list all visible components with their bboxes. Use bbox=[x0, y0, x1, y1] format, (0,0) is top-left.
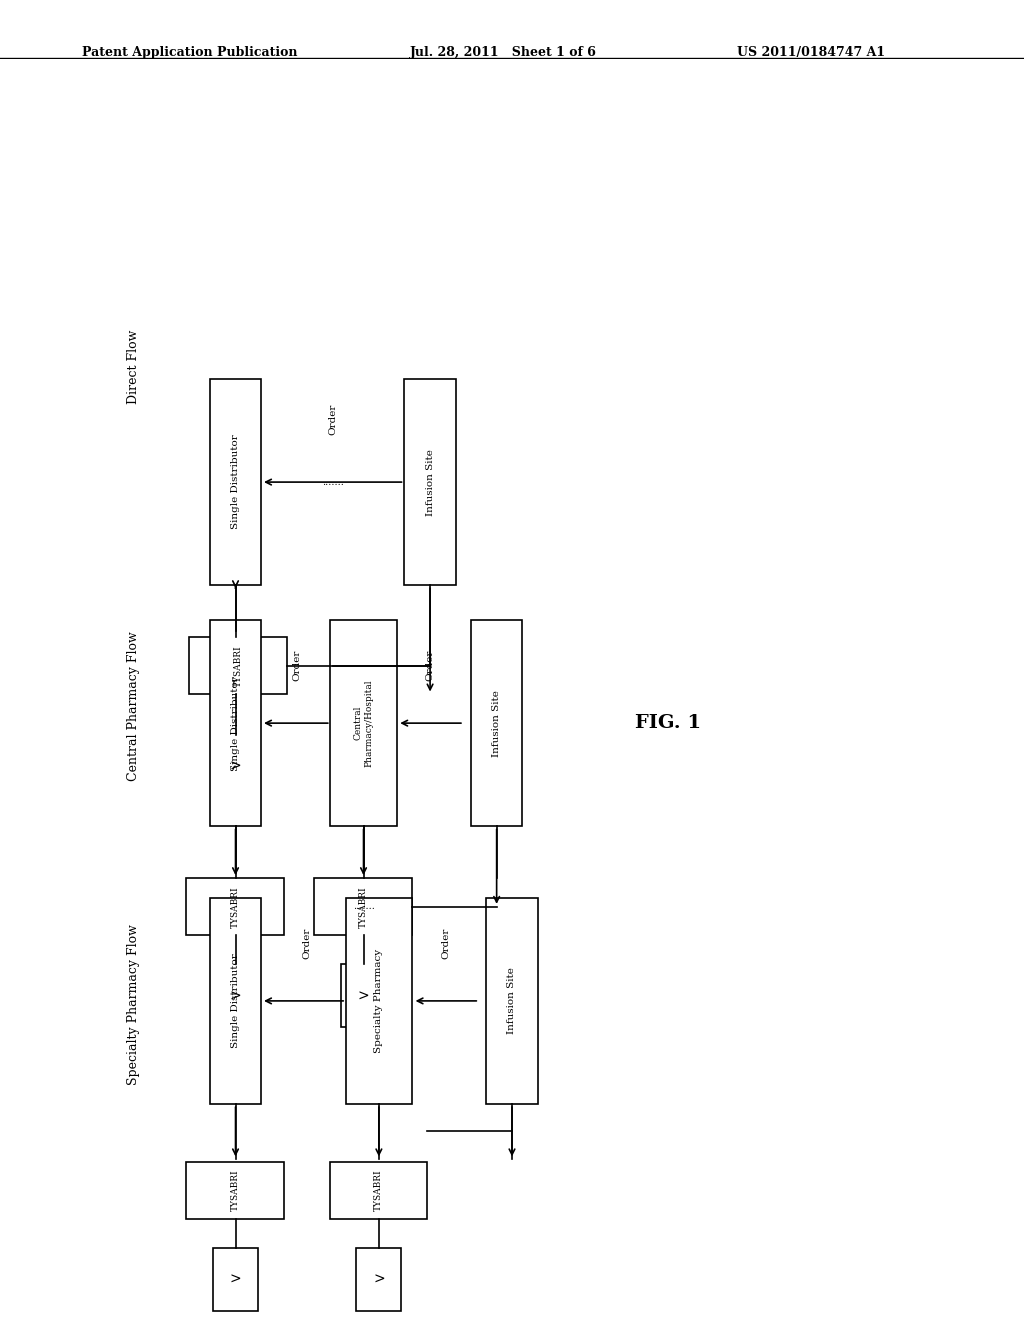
Text: Single Distributor: Single Distributor bbox=[231, 953, 240, 1048]
Bar bbox=[210, 379, 261, 585]
Bar bbox=[341, 964, 386, 1027]
Bar bbox=[210, 620, 261, 826]
Bar bbox=[404, 379, 456, 585]
Bar bbox=[330, 620, 397, 826]
Bar bbox=[213, 1247, 258, 1311]
Text: Jul. 28, 2011   Sheet 1 of 6: Jul. 28, 2011 Sheet 1 of 6 bbox=[410, 46, 596, 59]
Text: TYSABRI: TYSABRI bbox=[230, 886, 240, 928]
Text: Order: Order bbox=[329, 404, 337, 434]
Bar bbox=[346, 898, 412, 1105]
Text: Infusion Site: Infusion Site bbox=[426, 449, 434, 516]
Bar bbox=[186, 1162, 284, 1218]
Bar bbox=[213, 964, 258, 1027]
Text: Single Distributor: Single Distributor bbox=[231, 676, 240, 771]
Bar bbox=[356, 1247, 401, 1311]
Text: Order: Order bbox=[426, 649, 434, 681]
Text: .......: ....... bbox=[322, 478, 344, 487]
Text: Specialty Pharmacy: Specialty Pharmacy bbox=[375, 949, 383, 1053]
Text: Order: Order bbox=[293, 649, 301, 681]
Bar bbox=[314, 878, 412, 936]
Bar bbox=[330, 1162, 427, 1218]
Text: .......: ....... bbox=[352, 903, 375, 911]
Text: Central
Pharmacy/Hospital: Central Pharmacy/Hospital bbox=[354, 680, 373, 767]
Text: Patent Application Publication: Patent Application Publication bbox=[82, 46, 297, 59]
Text: >: > bbox=[229, 989, 242, 1003]
Text: TYSABRI: TYSABRI bbox=[358, 886, 368, 928]
Text: Direct Flow: Direct Flow bbox=[127, 330, 139, 404]
Bar bbox=[471, 620, 522, 826]
Text: Single Distributor: Single Distributor bbox=[231, 434, 240, 529]
Text: >: > bbox=[229, 760, 242, 774]
Text: TYSABRI: TYSABRI bbox=[233, 645, 243, 686]
Text: Infusion Site: Infusion Site bbox=[493, 689, 501, 756]
Text: Specialty Pharmacy Flow: Specialty Pharmacy Flow bbox=[127, 924, 139, 1085]
Text: TYSABRI: TYSABRI bbox=[374, 1170, 383, 1212]
Bar bbox=[189, 638, 287, 694]
Bar bbox=[486, 898, 538, 1105]
Text: Infusion Site: Infusion Site bbox=[508, 968, 516, 1035]
Text: Order: Order bbox=[303, 928, 311, 960]
Text: US 2011/0184747 A1: US 2011/0184747 A1 bbox=[737, 46, 886, 59]
Text: >: > bbox=[357, 989, 370, 1003]
Text: >: > bbox=[373, 1272, 385, 1287]
Bar bbox=[186, 878, 284, 936]
Text: >: > bbox=[229, 1272, 242, 1287]
Text: Central Pharmacy Flow: Central Pharmacy Flow bbox=[127, 631, 139, 781]
Text: FIG. 1: FIG. 1 bbox=[635, 714, 701, 733]
Text: TYSABRI: TYSABRI bbox=[230, 1170, 240, 1212]
Text: Order: Order bbox=[441, 928, 450, 960]
Bar bbox=[213, 735, 258, 797]
Bar bbox=[210, 898, 261, 1105]
